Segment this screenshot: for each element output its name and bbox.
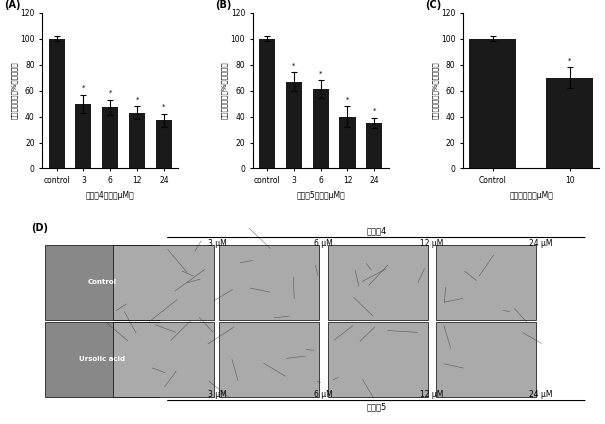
Text: *: *: [82, 85, 85, 91]
Text: 化合眂4: 化合眂4: [366, 227, 387, 236]
FancyBboxPatch shape: [219, 245, 319, 320]
Bar: [76, 103, 91, 168]
FancyBboxPatch shape: [328, 322, 428, 397]
FancyBboxPatch shape: [113, 245, 214, 320]
Bar: [102, 108, 118, 168]
Text: 12 μM: 12 μM: [420, 390, 443, 399]
Bar: [339, 117, 356, 168]
Bar: [469, 39, 515, 168]
X-axis label: 熊果酸浓度（μM）: 熊果酸浓度（μM）: [509, 191, 553, 200]
Bar: [156, 120, 172, 168]
Text: 化合眂5: 化合眂5: [366, 402, 387, 411]
Text: *: *: [346, 96, 349, 102]
Text: (B): (B): [215, 0, 231, 10]
Y-axis label: 毛细小管长度（%／对照组）: 毛细小管长度（%／对照组）: [221, 62, 228, 120]
Text: *: *: [162, 104, 166, 110]
Text: *: *: [568, 57, 571, 63]
Text: *: *: [373, 108, 376, 114]
Text: 3 μM: 3 μM: [208, 390, 227, 399]
Y-axis label: 毛细小管长度（%／对照组）: 毛细小管长度（%／对照组）: [432, 62, 438, 120]
Text: (C): (C): [425, 0, 442, 10]
X-axis label: 化合眂5浓度（μM）: 化合眂5浓度（μM）: [296, 191, 345, 200]
Y-axis label: 毛细小管长度（%／对照组）: 毛细小管长度（%／对照组）: [11, 62, 18, 120]
Text: (D): (D): [31, 223, 48, 233]
Bar: [48, 39, 65, 168]
Bar: [313, 89, 329, 168]
FancyBboxPatch shape: [45, 245, 159, 320]
Text: *: *: [319, 70, 322, 76]
Bar: [286, 81, 302, 168]
FancyBboxPatch shape: [113, 322, 214, 397]
Text: 6 μM: 6 μM: [314, 390, 333, 399]
FancyBboxPatch shape: [219, 322, 319, 397]
Text: Ursolic acid: Ursolic acid: [79, 356, 125, 363]
FancyBboxPatch shape: [436, 322, 536, 397]
Text: 3 μM: 3 μM: [208, 239, 227, 248]
FancyBboxPatch shape: [45, 322, 159, 397]
FancyBboxPatch shape: [436, 245, 536, 320]
Text: (A): (A): [4, 0, 21, 10]
Bar: [546, 78, 593, 168]
Bar: [366, 123, 382, 168]
Text: Control: Control: [88, 279, 117, 285]
FancyBboxPatch shape: [328, 245, 428, 320]
Text: *: *: [136, 96, 139, 102]
Text: *: *: [292, 63, 295, 69]
Text: 12 μM: 12 μM: [420, 239, 443, 248]
Text: *: *: [108, 90, 112, 96]
Text: 6 μM: 6 μM: [314, 239, 333, 248]
Bar: [129, 113, 145, 168]
Text: 24 μM: 24 μM: [529, 239, 552, 248]
Text: 24 μM: 24 μM: [529, 390, 552, 399]
X-axis label: 化合眂4浓度（μM）: 化合眂4浓度（μM）: [86, 191, 134, 200]
Bar: [259, 39, 275, 168]
